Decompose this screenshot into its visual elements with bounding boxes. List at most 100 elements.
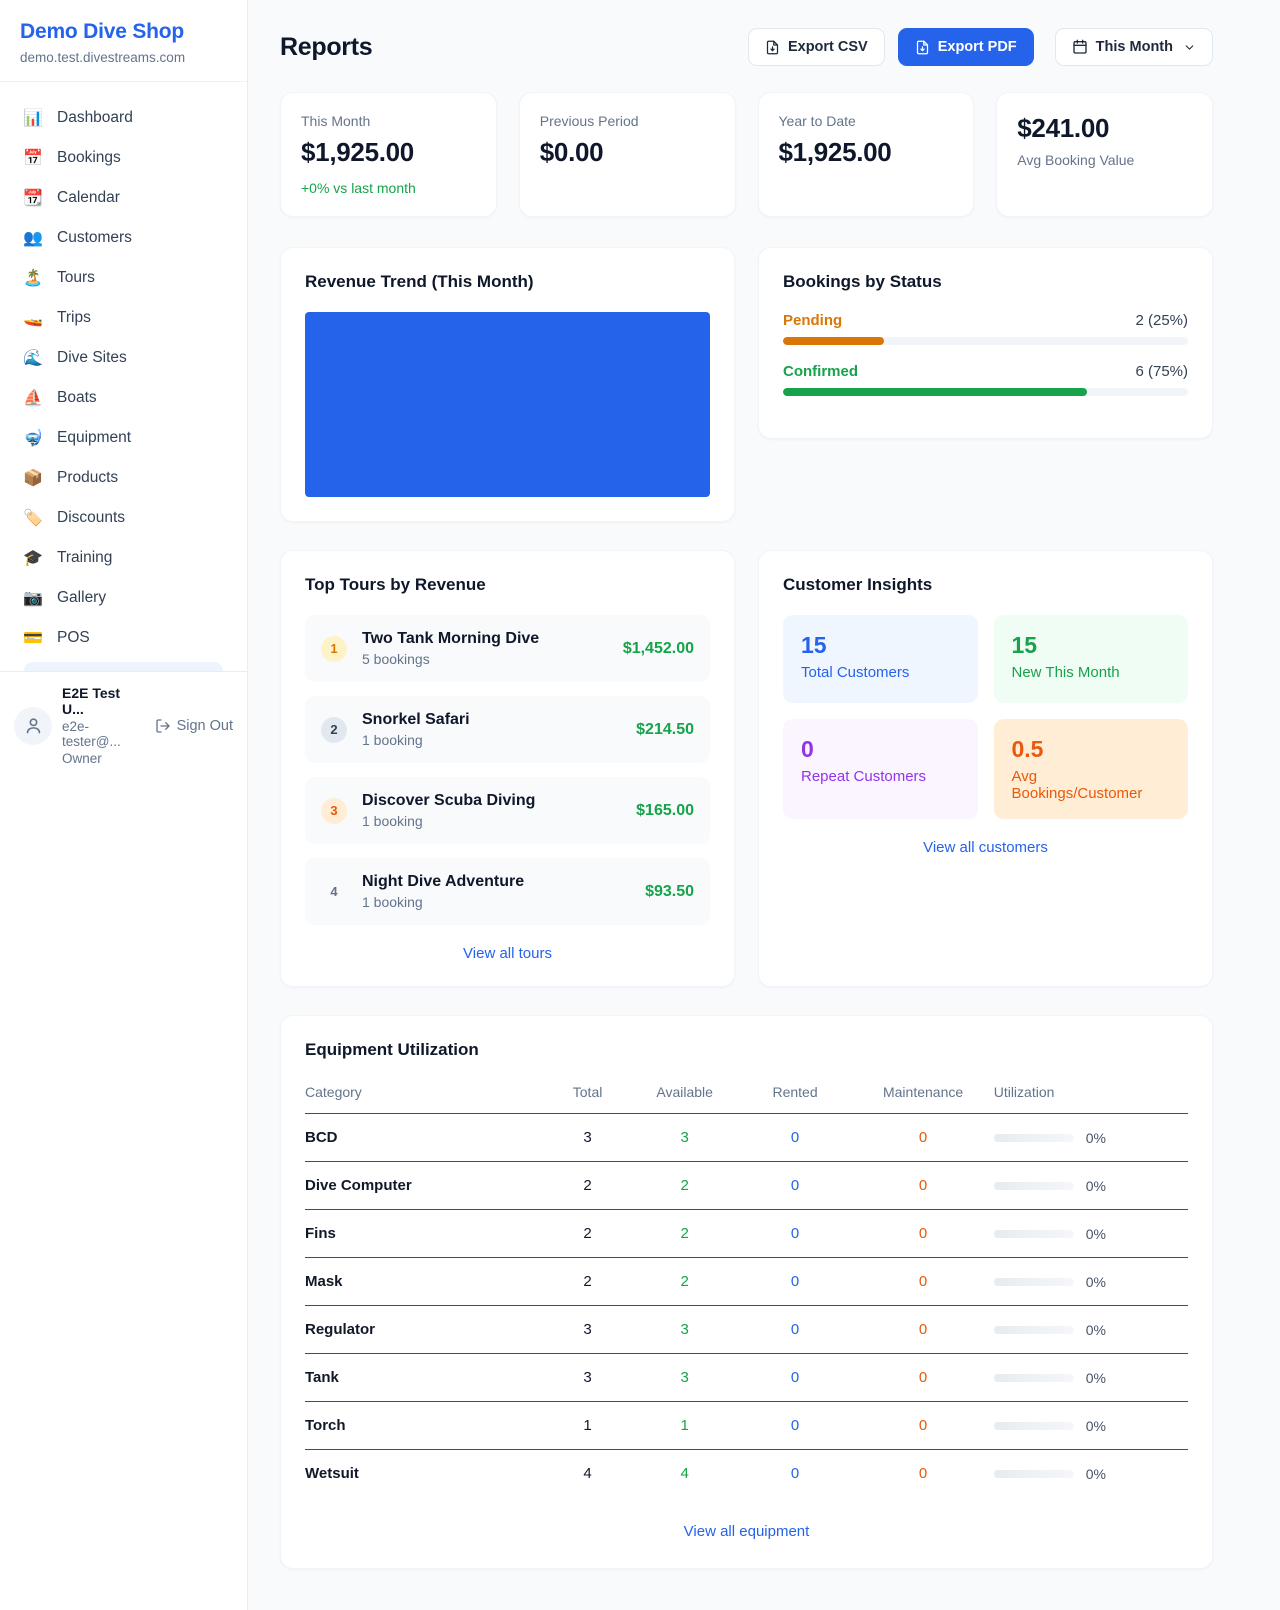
stat-value: $1,925.00 [301,137,414,167]
sidebar-item-label: Boats [57,389,97,406]
export-pdf-button[interactable]: Export PDF [897,28,1034,66]
utilization-bar [993,1181,1074,1190]
user-role: Owner [62,751,102,766]
cell-total: 2 [543,1257,632,1306]
tile-repeat-customers: 0 Repeat Customers [783,719,978,819]
tile-value: 15 [801,632,827,658]
tour-bookings: 1 booking [362,813,423,829]
rank-badge: 1 [321,635,347,662]
cell-category: BCD [305,1113,544,1162]
sidebar-header: Demo Dive Shop demo.test.divestreams.com [0,0,247,82]
cell-available: 3 [631,1113,738,1162]
tile-label: Total Customers [801,664,910,681]
sidebar-item-label: Tours [57,269,95,286]
sidebar-item-trips[interactable]: 🚤 Trips [12,298,235,338]
export-csv-button[interactable]: Export CSV [747,28,885,66]
sidebar-item-bookings[interactable]: 📅 Bookings [12,138,235,178]
calendar-icon: 📆 [23,190,43,207]
cell-total: 3 [543,1353,632,1402]
cell-maintenance: 0 [852,1113,994,1162]
tour-revenue: $165.00 [636,801,694,819]
tile-value: 0.5 [1011,736,1044,762]
rank-badge: 4 [330,884,338,899]
revenue-trend-bar [305,312,710,497]
trips-icon: 🚤 [23,310,43,327]
cell-available: 3 [631,1305,738,1354]
pos-icon: 💳 [23,630,43,647]
sidebar-item-pos[interactable]: 💳 POS [12,618,235,658]
equipment-table: Category Total Available Rented Maintena… [305,1074,1188,1497]
stat-delta: +0% vs last month [301,180,416,196]
column-header-maintenance: Maintenance [852,1074,994,1114]
column-header-utilization: Utilization [993,1074,1188,1114]
cell-category: Regulator [305,1305,544,1354]
sidebar-item-label: Calendar [57,189,120,206]
view-all-equipment-link[interactable]: View all equipment [683,1523,810,1540]
cell-category: Dive Computer [305,1161,544,1210]
charts-row: Revenue Trend (This Month) Bookings by S… [280,247,1213,522]
cell-total: 4 [583,1465,592,1482]
view-all-tours-link[interactable]: View all tours [463,945,552,962]
stat-value: $1,925.00 [778,137,892,167]
stat-value: $241.00 [1017,113,1110,143]
sidebar-item-label: Trips [57,309,91,326]
sidebar-item-label: Discounts [57,509,126,526]
cell-maintenance: 0 [852,1305,994,1354]
table-row: Mask 2 2 0 0 0% [305,1257,1188,1306]
insights-row: Top Tours by Revenue 1 Two Tank Morning … [280,550,1213,987]
cell-maintenance: 0 [852,1161,994,1210]
tile-new-this-month: 15 New This Month [993,615,1188,703]
bookings-by-status-panel: Bookings by Status Pending 2 (25%) Confi… [758,247,1213,439]
table-header-row: Category Total Available Rented Maintena… [305,1074,1188,1114]
tile-label: Avg Bookings/Customer [1011,768,1143,802]
sidebar-item-products[interactable]: 📦 Products [12,458,235,498]
table-row: Wetsuit 4 4 0 0 0% [305,1450,1188,1498]
utilization-percent: 0% [1085,1417,1106,1434]
stats-row: This Month $1,925.00 +0% vs last month P… [280,92,1213,217]
utilization-bar [993,1373,1074,1382]
sidebar-item-boats[interactable]: ⛵ Boats [12,378,235,418]
sidebar-item-gallery[interactable]: 📷 Gallery [12,578,235,618]
utilization-bar [993,1421,1074,1430]
sidebar-item-customers[interactable]: 👥 Customers [12,218,235,258]
status-label: Confirmed [783,363,858,380]
tile-label: New This Month [1011,664,1120,681]
sidebar-item-dive-sites[interactable]: 🌊 Dive Sites [12,338,235,378]
stat-label: Year to Date [778,113,856,129]
sidebar-item-label: Gallery [57,589,107,606]
panel-title: Top Tours by Revenue [305,575,486,594]
sidebar-item-training[interactable]: 🎓 Training [12,538,235,578]
sidebar-item-discounts[interactable]: 🏷️ Discounts [12,498,235,538]
cell-rented: 0 [737,1209,853,1258]
tour-name: Discover Scuba Diving [362,792,536,809]
period-dropdown[interactable]: This Month [1054,28,1213,66]
progress-track [783,388,1188,396]
user-name: E2E Test U... [62,685,121,717]
tour-row: 2 Snorkel Safari 1 booking $214.50 [305,696,710,763]
main-content: Reports Export CSV Export PDF This Month… [248,0,1280,1610]
cell-rented: 0 [737,1401,853,1450]
sidebar-item-label: Products [57,469,119,486]
status-label: Pending [783,312,843,329]
utilization-percent: 0% [1085,1129,1106,1146]
cell-rented: 0 [737,1305,853,1354]
sidebar-item-label: Training [57,549,113,566]
stat-this-month: This Month $1,925.00 +0% vs last month [280,92,497,217]
column-header-rented: Rented [737,1074,853,1114]
utilization-percent: 0% [1085,1369,1106,1386]
utilization-bar [993,1229,1074,1238]
sign-out-button[interactable]: Sign Out [155,718,233,734]
period-label: This Month [1095,39,1173,55]
sidebar-item-calendar[interactable]: 📆 Calendar [12,178,235,218]
user-panel: E2E Test U... e2e-tester@... Owner Sign … [0,671,247,779]
sidebar-item-partial[interactable] [24,662,223,671]
cell-category: Wetsuit [305,1465,359,1482]
user-info: E2E Test U... e2e-tester@... Owner [62,685,145,766]
cell-available: 3 [631,1353,738,1402]
sidebar-item-equipment[interactable]: 🤿 Equipment [12,418,235,458]
sidebar-item-dashboard[interactable]: 📊 Dashboard [12,98,235,138]
cell-rented: 0 [790,1465,800,1482]
cell-total: 3 [543,1305,632,1354]
view-all-customers-link[interactable]: View all customers [923,839,1048,856]
sidebar-item-tours[interactable]: 🏝️ Tours [12,258,235,298]
